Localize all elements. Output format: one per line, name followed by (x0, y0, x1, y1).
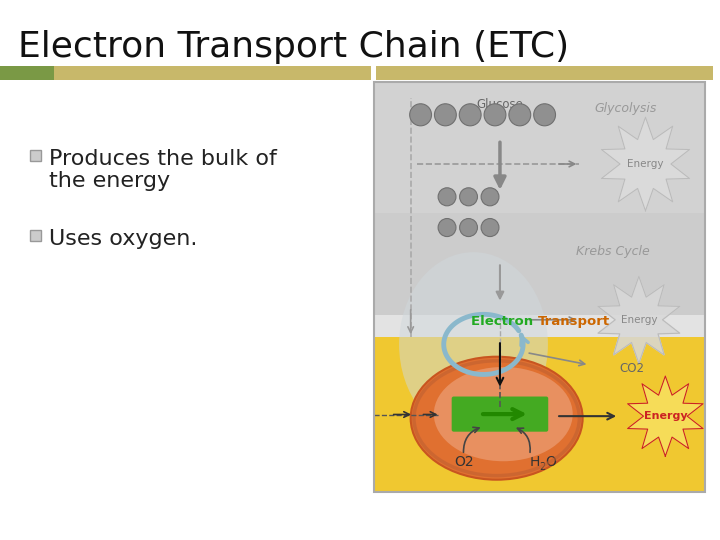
Text: O: O (546, 455, 557, 469)
Ellipse shape (410, 357, 582, 480)
Text: the energy: the energy (48, 171, 170, 191)
Circle shape (534, 104, 556, 126)
Polygon shape (598, 276, 680, 363)
Text: Glycolysis: Glycolysis (595, 102, 657, 115)
Text: Produces the bulk of: Produces the bulk of (48, 149, 276, 169)
Bar (377, 66, 713, 80)
Text: Electron Transport Chain (ETC): Electron Transport Chain (ETC) (18, 30, 569, 64)
FancyBboxPatch shape (451, 396, 548, 431)
Circle shape (410, 104, 431, 126)
Ellipse shape (434, 367, 572, 461)
Text: H: H (530, 455, 540, 469)
Circle shape (484, 104, 506, 126)
Circle shape (459, 104, 481, 126)
Text: Krebs Cycle: Krebs Cycle (575, 245, 649, 258)
Circle shape (434, 104, 456, 126)
Circle shape (438, 219, 456, 237)
Ellipse shape (399, 252, 548, 437)
Bar (374, 82, 705, 315)
Text: 2: 2 (539, 462, 546, 472)
Bar (374, 82, 705, 492)
Circle shape (509, 104, 531, 126)
Text: Energy: Energy (621, 315, 657, 325)
Circle shape (459, 219, 477, 237)
Bar (374, 213, 705, 344)
Text: Electron: Electron (471, 315, 538, 328)
Text: Uses oxygen.: Uses oxygen. (48, 229, 197, 249)
Bar (55, 66, 372, 80)
Bar (0, 66, 55, 80)
Circle shape (438, 188, 456, 206)
Circle shape (481, 188, 499, 206)
Text: Glucose: Glucose (477, 98, 523, 111)
Bar (372, 66, 377, 80)
Text: Energy: Energy (627, 159, 664, 169)
Bar (30, 230, 40, 241)
Bar (374, 337, 705, 492)
Circle shape (459, 188, 477, 206)
Text: Transport: Transport (538, 315, 610, 328)
Bar (30, 150, 40, 161)
Text: Energy: Energy (644, 411, 687, 421)
Polygon shape (628, 376, 703, 456)
Polygon shape (601, 117, 690, 211)
Text: CO2: CO2 (619, 362, 644, 375)
Circle shape (481, 219, 499, 237)
Text: O2: O2 (454, 455, 473, 469)
